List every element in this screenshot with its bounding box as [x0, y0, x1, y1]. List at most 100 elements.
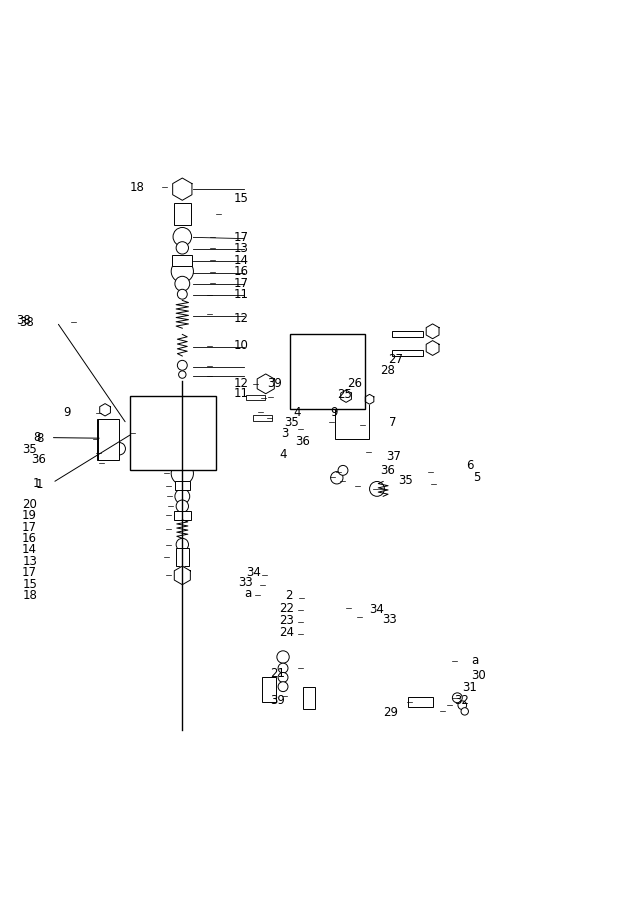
- Text: 38: 38: [19, 315, 34, 329]
- Text: 4: 4: [294, 406, 301, 419]
- Bar: [172, 255, 192, 266]
- Text: 6: 6: [467, 459, 474, 472]
- Text: 20: 20: [22, 498, 37, 511]
- Text: 19: 19: [22, 509, 37, 522]
- Circle shape: [176, 539, 188, 551]
- Text: 14: 14: [234, 254, 248, 267]
- Circle shape: [331, 472, 343, 484]
- Text: 36: 36: [380, 463, 395, 477]
- Text: 16: 16: [22, 532, 37, 545]
- Bar: [303, 687, 315, 709]
- Text: 24: 24: [279, 626, 294, 638]
- Bar: [392, 350, 423, 356]
- Text: 8: 8: [33, 431, 40, 444]
- Circle shape: [278, 663, 288, 673]
- Text: 32: 32: [454, 693, 469, 707]
- Text: 2: 2: [286, 589, 293, 602]
- Polygon shape: [426, 341, 439, 355]
- Text: 15: 15: [234, 192, 248, 205]
- Text: 14: 14: [22, 543, 37, 556]
- Circle shape: [175, 489, 190, 504]
- Circle shape: [137, 414, 157, 434]
- Polygon shape: [99, 404, 111, 416]
- Text: 26: 26: [347, 377, 362, 390]
- Text: 17: 17: [22, 520, 37, 534]
- Circle shape: [461, 708, 468, 715]
- Circle shape: [179, 371, 186, 378]
- Text: 33: 33: [238, 576, 253, 589]
- Text: 16: 16: [234, 266, 248, 278]
- Text: 25: 25: [337, 388, 352, 401]
- Circle shape: [337, 344, 349, 356]
- Text: 13: 13: [234, 242, 248, 255]
- Circle shape: [338, 465, 348, 475]
- Circle shape: [309, 387, 321, 399]
- Text: 10: 10: [234, 339, 248, 352]
- Bar: [246, 395, 265, 400]
- Text: 36: 36: [295, 435, 310, 448]
- Text: 35: 35: [399, 474, 413, 487]
- Bar: [392, 332, 423, 337]
- Text: 9: 9: [64, 407, 71, 420]
- Polygon shape: [341, 390, 352, 402]
- Polygon shape: [257, 374, 274, 394]
- Text: 5: 5: [473, 471, 480, 485]
- Bar: [130, 397, 216, 470]
- Text: a: a: [244, 587, 252, 601]
- Polygon shape: [174, 566, 190, 584]
- Text: 9: 9: [331, 407, 338, 420]
- Circle shape: [300, 350, 318, 368]
- Text: 38: 38: [16, 314, 31, 327]
- Text: 35: 35: [22, 443, 37, 456]
- Circle shape: [320, 383, 335, 398]
- Circle shape: [278, 672, 288, 682]
- Circle shape: [171, 260, 193, 282]
- Text: 15: 15: [22, 578, 37, 591]
- Circle shape: [458, 701, 467, 710]
- Circle shape: [137, 434, 157, 454]
- Bar: [335, 402, 369, 440]
- Circle shape: [452, 692, 462, 703]
- Text: 17: 17: [22, 566, 37, 580]
- Text: 35: 35: [284, 416, 299, 429]
- Bar: [253, 415, 272, 421]
- Text: 7: 7: [389, 416, 397, 429]
- Text: a: a: [471, 654, 478, 667]
- Text: 37: 37: [386, 450, 401, 463]
- Circle shape: [370, 482, 384, 496]
- Circle shape: [171, 463, 193, 485]
- Text: 31: 31: [462, 682, 477, 694]
- Circle shape: [277, 650, 289, 663]
- Text: 12: 12: [234, 376, 248, 389]
- Circle shape: [113, 442, 125, 455]
- Text: 1: 1: [36, 478, 43, 491]
- Polygon shape: [365, 395, 374, 404]
- Text: 28: 28: [380, 365, 395, 377]
- Polygon shape: [172, 178, 192, 201]
- Text: 12: 12: [234, 312, 248, 325]
- Bar: [262, 678, 276, 702]
- Circle shape: [176, 500, 188, 512]
- Circle shape: [176, 242, 188, 254]
- Circle shape: [195, 425, 212, 442]
- Text: 22: 22: [279, 602, 294, 615]
- Text: 11: 11: [234, 289, 248, 301]
- Text: 27: 27: [388, 353, 403, 365]
- Text: 8: 8: [36, 432, 43, 445]
- Bar: [408, 697, 433, 707]
- Text: 39: 39: [270, 693, 285, 707]
- Bar: [174, 203, 191, 224]
- Text: 17: 17: [234, 277, 248, 289]
- Circle shape: [173, 227, 192, 246]
- Text: 36: 36: [32, 453, 46, 466]
- Circle shape: [177, 289, 187, 300]
- Text: 30: 30: [471, 669, 486, 682]
- Circle shape: [278, 682, 288, 692]
- Text: 23: 23: [279, 614, 294, 627]
- Text: 21: 21: [270, 667, 285, 680]
- Bar: [174, 481, 190, 490]
- Circle shape: [177, 360, 187, 370]
- Text: 11: 11: [234, 387, 248, 400]
- Bar: [290, 334, 365, 409]
- Bar: [97, 420, 119, 460]
